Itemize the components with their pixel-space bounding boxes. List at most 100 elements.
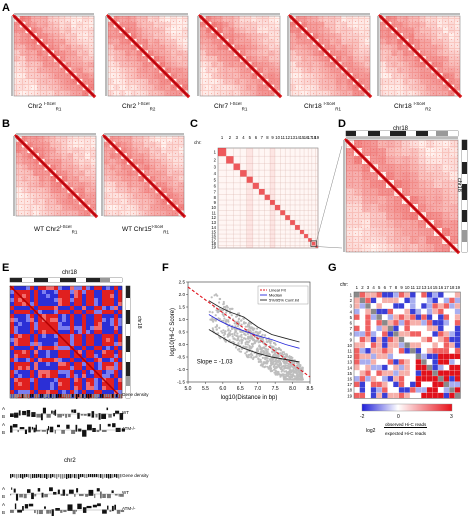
heatmap-cell — [42, 16, 49, 22]
gene-density-bar-chr2 — [66, 474, 68, 479]
compartment-cell — [42, 294, 47, 299]
compartment-cell — [106, 370, 111, 375]
heatmap-cell — [425, 84, 432, 91]
heatmap-cell — [33, 164, 39, 171]
compartment-cell — [46, 290, 51, 295]
heatmap-cell — [149, 164, 156, 171]
g-cell — [381, 364, 388, 371]
heatmap-cell — [67, 181, 74, 188]
compartment-cell — [46, 310, 51, 315]
heatmap-cell — [44, 170, 51, 176]
heatmap-cell — [448, 73, 455, 79]
heatmap-cell — [59, 67, 66, 74]
heatmap-cell — [312, 33, 319, 39]
g-cell — [353, 359, 360, 365]
g-cell — [449, 381, 455, 388]
heatmap-cell — [434, 196, 442, 204]
g-cell — [365, 381, 371, 388]
heatmap-cell — [200, 84, 206, 91]
compartment-cell — [82, 390, 87, 395]
compartment-cell — [78, 326, 83, 331]
scatter-point — [282, 364, 285, 368]
g-cell — [365, 370, 371, 377]
compartment-cell — [62, 390, 67, 395]
heatmap-cell — [414, 38, 420, 45]
g-cell — [387, 381, 394, 388]
g-col-label: 12 — [416, 285, 421, 290]
heatmap-cell — [222, 67, 229, 74]
heatmap-cell — [364, 84, 370, 91]
compartment-cell — [86, 358, 91, 363]
compartment-cell — [46, 362, 51, 367]
compartment-cell — [54, 354, 59, 359]
g-cell — [454, 314, 461, 321]
g-cell — [426, 325, 433, 332]
panel-a-heatmap-3 — [197, 13, 283, 99]
heatmap-cell — [142, 27, 148, 34]
heatmap-cell — [402, 204, 410, 212]
heatmap-cell — [155, 198, 162, 205]
heatmap-cell — [61, 153, 68, 159]
heatmap-cell — [119, 38, 126, 45]
scatter-point — [269, 370, 273, 373]
compartment-cell — [54, 326, 59, 331]
heatmap-cell — [126, 181, 133, 188]
heatmap-cell — [318, 16, 325, 22]
compartment-cell — [118, 322, 123, 327]
compartment-cell — [118, 286, 123, 291]
compartment-cell — [70, 358, 75, 363]
chr18-zoom-heatmap — [343, 130, 468, 255]
heatmap-cell — [240, 67, 246, 74]
scatter-point — [262, 349, 265, 353]
g-cell — [432, 347, 439, 354]
scatter-point — [248, 321, 251, 324]
scatter-point — [281, 352, 284, 355]
compartment-cell — [102, 350, 107, 355]
heatmap-cell — [217, 56, 223, 62]
panel-e-title: chr18 — [62, 270, 78, 276]
compartment-cell — [58, 306, 63, 311]
compartment-cell — [102, 334, 107, 339]
compartment-cell — [26, 382, 31, 387]
compartment-cell — [10, 314, 15, 319]
panel-a-caption-4: Chr18 I-SceIR1 — [304, 101, 341, 111]
gene-density-bar-chr2 — [16, 474, 18, 479]
compartment-cell — [90, 290, 95, 295]
compartment-cell — [110, 334, 115, 339]
g-cell — [370, 381, 377, 388]
chr-stripe — [270, 148, 275, 248]
compartment-cell — [54, 290, 59, 295]
wt-ab-track — [40, 413, 43, 421]
compartment-cell — [74, 294, 79, 299]
heatmap-cell — [27, 164, 34, 171]
g-row-label: 16 — [347, 376, 352, 381]
g-cell — [353, 381, 360, 388]
heatmap-cell — [240, 73, 246, 79]
heatmap-cell — [108, 73, 114, 79]
compartment-cell — [10, 370, 15, 375]
compartment-cell — [94, 386, 99, 391]
heatmap-cell — [14, 73, 20, 79]
scatter-point — [211, 319, 214, 322]
heatmap-cell — [132, 210, 139, 216]
gene-density-bar-chr2 — [114, 474, 116, 478]
y-tick-label: 1.5 — [179, 305, 186, 310]
atm-ab-track-chr2 — [28, 503, 34, 507]
heatmap-cell — [25, 38, 32, 45]
x-tick-label: 5.5 — [202, 386, 209, 392]
g-row-label: 3 — [350, 304, 353, 309]
gene-density-bar-chr2 — [76, 474, 78, 479]
compartment-cell — [34, 294, 39, 299]
heatmap-cell — [166, 204, 173, 211]
g-cell — [415, 336, 422, 343]
g-cell — [426, 353, 433, 360]
compartment-cell — [102, 322, 107, 327]
compartment-cell — [114, 298, 119, 303]
heatmap-cell — [234, 44, 240, 51]
compartment-cell — [86, 354, 91, 359]
g-cell — [404, 331, 411, 337]
g-cell — [409, 331, 416, 337]
heatmap-cell — [402, 44, 409, 51]
compartment-cell — [82, 346, 87, 351]
heatmap-cell — [228, 90, 235, 96]
